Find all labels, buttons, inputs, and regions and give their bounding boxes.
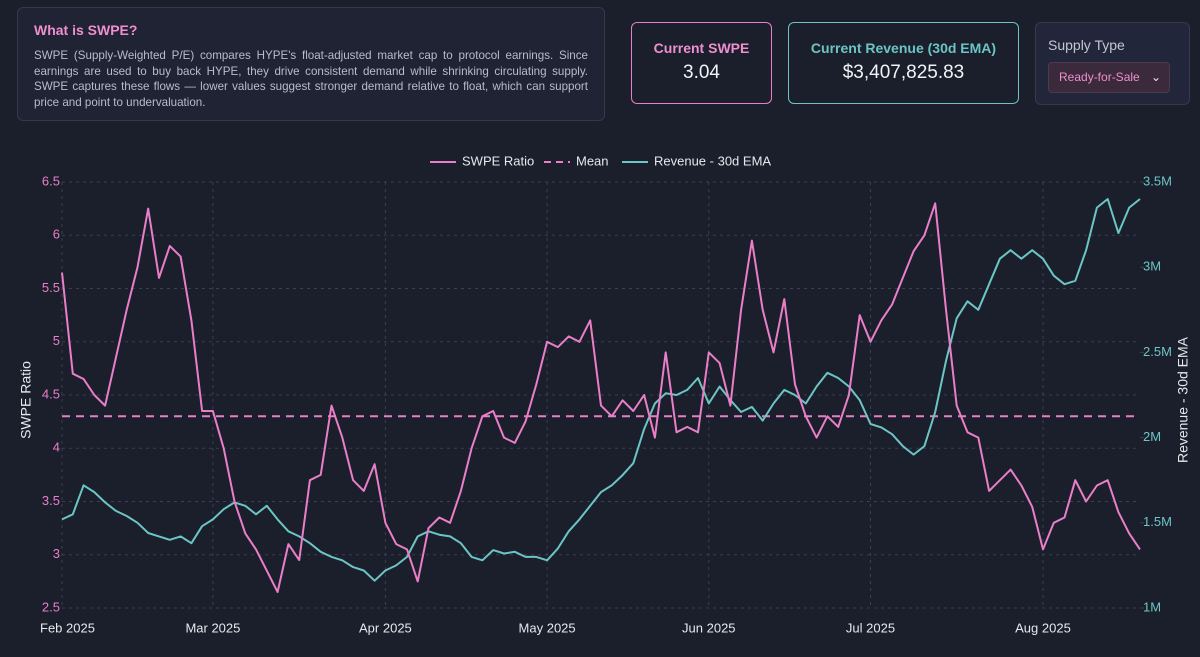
revenue-card: Current Revenue (30d EMA) $3,407,825.83 <box>788 22 1019 104</box>
swpe-card: Current SWPE 3.04 <box>631 22 772 104</box>
legend-label: Mean <box>576 153 609 168</box>
legend-label: SWPE Ratio <box>462 153 534 168</box>
select-arrow: ⌄ <box>1150 70 1161 84</box>
card-value: $3,407,825.83 <box>842 62 965 83</box>
select-text: Ready-for-Sale <box>1059 70 1140 84</box>
y2-tick-label: 1.5M <box>1143 514 1172 529</box>
supply-label: Supply Type <box>1048 37 1125 53</box>
series-line <box>61 202 1141 593</box>
y2-axis-label: Revenue - 30d EMA <box>1175 336 1191 463</box>
y2-tick-label: 3.5M <box>1143 173 1172 188</box>
x-tick-label: Jul 2025 <box>846 620 895 635</box>
y-tick-label: 4 <box>53 440 60 455</box>
y-tick-label: 3.5 <box>42 493 60 508</box>
info-panel: What is SWPE? SWPE (Supply-Weighted P/E)… <box>17 7 605 121</box>
y2-tick-label: 1M <box>1143 599 1161 614</box>
series-line <box>61 198 1141 582</box>
card-label: Current Revenue (30d EMA) <box>810 40 997 56</box>
supply-panel: Supply Type Ready-for-Sale ⌄ <box>1035 22 1190 105</box>
x-tick-label: Apr 2025 <box>359 620 412 635</box>
x-tick-label: May 2025 <box>519 620 576 635</box>
x-tick-label: Jun 2025 <box>682 620 736 635</box>
y-tick-label: 2.5 <box>42 599 60 614</box>
y-tick-label: 6 <box>53 227 60 242</box>
y-tick-label: 5 <box>53 333 60 348</box>
info-text: SWPE (Supply-Weighted P/E) compares HYPE… <box>34 49 588 109</box>
y-tick-label: 6.5 <box>42 173 60 188</box>
x-tick-label: Feb 2025 <box>40 620 95 635</box>
y-tick-label: 3 <box>53 546 60 561</box>
y2-tick-label: 2M <box>1143 429 1161 444</box>
y-tick-label: 5.5 <box>42 280 60 295</box>
card-value: 3.04 <box>683 62 720 83</box>
card-label: Current SWPE <box>653 40 750 56</box>
legend-label: Revenue - 30d EMA <box>654 153 771 168</box>
supply-select[interactable]: Ready-for-Sale ⌄ <box>1048 62 1170 93</box>
info-title: What is SWPE? <box>34 22 138 38</box>
x-tick-label: Aug 2025 <box>1015 620 1071 635</box>
y2-tick-label: 2.5M <box>1143 344 1172 359</box>
y-tick-label: 4.5 <box>42 386 60 401</box>
y-axis-label: SWPE Ratio <box>18 361 34 439</box>
y2-tick-label: 3M <box>1143 259 1161 274</box>
x-tick-label: Mar 2025 <box>185 620 240 635</box>
